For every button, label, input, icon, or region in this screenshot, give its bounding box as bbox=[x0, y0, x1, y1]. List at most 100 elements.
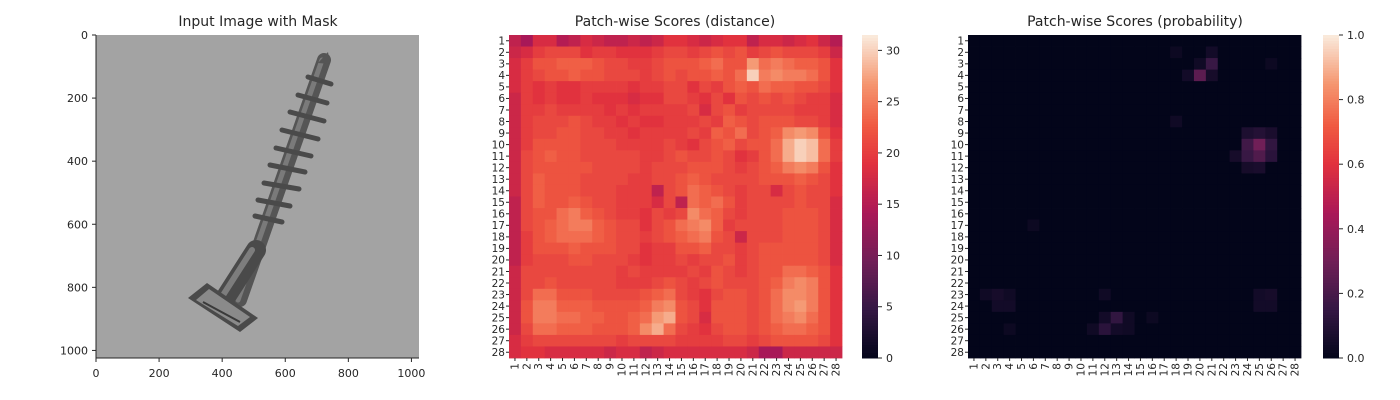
heatmap-cell bbox=[1134, 208, 1147, 220]
heatmap-cell bbox=[734, 173, 748, 186]
heatmap-cell bbox=[1015, 184, 1028, 197]
colorbar-segment bbox=[862, 86, 878, 90]
x-tick-label: 600 bbox=[275, 367, 296, 380]
heatmap-cell bbox=[979, 311, 993, 324]
colorbar-segment bbox=[1323, 126, 1339, 130]
heatmap-cell bbox=[1098, 58, 1112, 71]
heatmap-cell bbox=[592, 138, 605, 151]
heatmap-cell bbox=[1277, 346, 1290, 359]
colorbar-segment bbox=[1323, 72, 1339, 76]
heatmap-cell bbox=[1253, 81, 1266, 94]
heatmap-cell bbox=[979, 288, 993, 301]
heatmap-cell bbox=[711, 242, 724, 255]
heatmap-cell bbox=[1027, 231, 1040, 244]
heatmap-cell bbox=[1277, 254, 1290, 267]
heatmap-cell bbox=[1063, 138, 1076, 151]
y-tick-label: 1000 bbox=[60, 344, 88, 357]
heatmap-cell bbox=[604, 138, 617, 151]
heatmap-cell bbox=[1158, 115, 1171, 128]
heatmap-cell bbox=[1110, 300, 1123, 313]
heatmap-cell bbox=[968, 173, 981, 186]
heatmap-cell bbox=[1086, 288, 1100, 301]
heatmap-cell bbox=[723, 173, 736, 186]
heatmap-cell bbox=[818, 81, 831, 94]
heatmap-cell bbox=[532, 184, 546, 197]
heatmap-cell bbox=[1063, 69, 1076, 82]
colorbar-segment bbox=[862, 94, 878, 98]
colorbar-segment bbox=[862, 244, 878, 249]
heatmap-cell bbox=[1122, 173, 1135, 186]
heatmap-cell bbox=[520, 138, 534, 151]
heatmap-cell bbox=[1075, 81, 1088, 94]
heatmap-cell bbox=[1134, 104, 1147, 117]
heatmap-cell bbox=[1170, 288, 1183, 301]
heatmap-cell bbox=[1217, 346, 1231, 359]
colorbar-segment bbox=[862, 45, 878, 49]
colorbar-segment bbox=[862, 67, 878, 71]
heatmap-cell bbox=[1253, 138, 1266, 151]
heatmap-cell bbox=[556, 115, 569, 128]
heatmap-cell bbox=[1265, 231, 1278, 244]
colorbar-segment bbox=[862, 139, 878, 144]
heatmap-cell bbox=[1039, 196, 1052, 209]
x-tick-label: 9 bbox=[605, 363, 617, 370]
heatmap-cell bbox=[627, 288, 641, 301]
heatmap-cell bbox=[746, 277, 760, 290]
x-tick-label: 5 bbox=[1016, 363, 1028, 370]
heatmap-cell bbox=[532, 173, 546, 186]
heatmap-cell bbox=[806, 161, 819, 174]
heatmap-cell bbox=[639, 92, 653, 105]
heatmap-cell bbox=[711, 184, 724, 197]
heatmap-cell bbox=[532, 115, 546, 128]
heatmap-cell bbox=[687, 311, 700, 324]
heatmap-cell bbox=[1063, 346, 1076, 359]
heatmap-cell bbox=[651, 35, 664, 47]
colorbar-segment bbox=[1323, 250, 1339, 254]
heatmap-cell bbox=[711, 311, 724, 324]
heatmap-cell bbox=[1289, 346, 1302, 359]
heatmap-cell bbox=[1241, 46, 1254, 59]
heatmap-cell bbox=[782, 184, 795, 197]
colorbar-segment bbox=[1323, 139, 1339, 144]
heatmap-cell bbox=[1098, 196, 1112, 209]
heatmap-cell bbox=[1253, 92, 1266, 105]
heatmap-cell bbox=[1003, 346, 1016, 359]
heatmap-cell bbox=[1122, 104, 1135, 117]
heatmap-cell bbox=[968, 138, 981, 151]
heatmap-cell bbox=[556, 127, 569, 140]
heatmap-cell bbox=[1039, 173, 1052, 186]
heatmap-cell bbox=[1075, 69, 1088, 82]
heatmap-cell bbox=[687, 242, 700, 255]
heatmap-cell bbox=[1217, 127, 1231, 140]
heatmap-cell bbox=[1122, 219, 1135, 232]
colorbar-segment bbox=[1323, 180, 1339, 184]
heatmap-cell bbox=[1253, 58, 1266, 71]
heatmap-cell bbox=[1182, 334, 1195, 347]
heatmap-cell bbox=[1146, 242, 1159, 255]
colorbar-segment bbox=[1323, 102, 1339, 106]
heatmap-cell bbox=[1265, 334, 1278, 347]
heatmap-cell bbox=[758, 254, 772, 267]
heatmap-cell bbox=[520, 346, 534, 359]
colorbar-segment bbox=[1323, 166, 1339, 171]
heatmap-cell bbox=[711, 300, 724, 313]
heatmap-cell bbox=[806, 69, 819, 82]
heatmap-cell bbox=[723, 288, 736, 301]
heatmap-cell bbox=[1229, 138, 1242, 151]
heatmap-cell bbox=[1277, 334, 1290, 347]
heatmap-cell bbox=[1122, 69, 1135, 82]
heatmap-cell bbox=[627, 334, 641, 347]
heatmap-cell bbox=[1003, 208, 1016, 220]
heatmap-cell bbox=[1229, 81, 1242, 94]
heatmap-cell bbox=[991, 254, 1005, 267]
heatmap-cell bbox=[592, 81, 605, 94]
heatmap-cell bbox=[1182, 150, 1195, 163]
heatmap-cell bbox=[675, 277, 688, 290]
heatmap-cell bbox=[979, 115, 993, 128]
heatmap-cell bbox=[818, 92, 831, 105]
heatmap-cell bbox=[1241, 334, 1254, 347]
heatmap-cell bbox=[770, 346, 783, 359]
heatmap-cell bbox=[1063, 254, 1076, 267]
heatmap-cell bbox=[1098, 231, 1112, 244]
heatmap-cell bbox=[991, 184, 1005, 197]
